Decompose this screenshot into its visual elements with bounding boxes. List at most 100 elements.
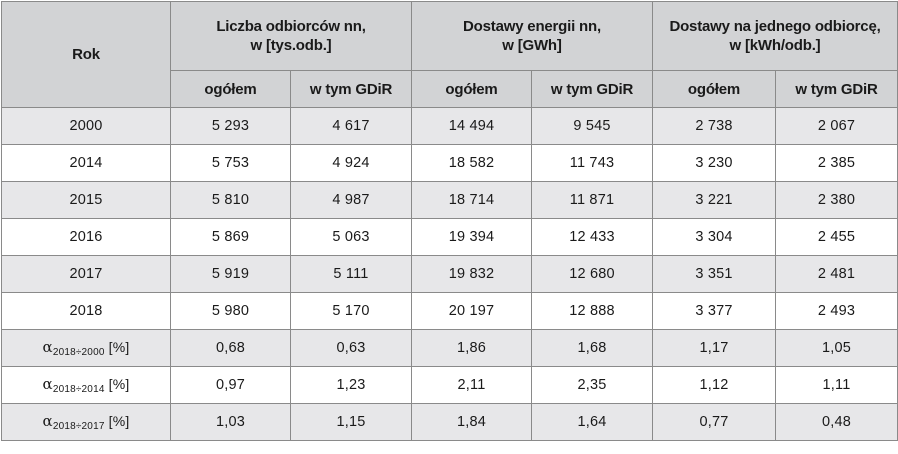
alpha-subscript: 2018÷2017 (52, 421, 105, 432)
value-cell: 2 738 (652, 107, 776, 145)
value-cell: 20 197 (411, 292, 532, 330)
alpha-subscript: 2018÷2014 (52, 384, 105, 395)
value-cell: 5 869 (170, 218, 291, 256)
value-cell: 0,68 (170, 329, 291, 367)
year-cell: 2015 (1, 181, 171, 219)
year-cell: 2018 (1, 292, 171, 330)
value-cell: 1,86 (411, 329, 532, 367)
alpha-label-cell: α2018÷2014 [%] (1, 366, 171, 404)
subheader-cell: w tym GDiR (290, 70, 412, 108)
value-cell: 2 455 (774, 218, 898, 256)
value-cell: 5 810 (170, 181, 291, 219)
value-cell: 11 743 (531, 144, 653, 182)
table-row: 2000 5 293 4 617 14 494 9 545 2 738 2 06… (1, 107, 898, 145)
value-cell: 14 494 (411, 107, 532, 145)
alpha-symbol: α (42, 338, 53, 356)
subheader-cell: ogółem (411, 70, 532, 108)
alpha-symbol: α (42, 412, 53, 430)
value-cell: 19 394 (411, 218, 532, 256)
value-cell: 12 433 (531, 218, 653, 256)
table-row: 2015 5 810 4 987 18 714 11 871 3 221 2 3… (1, 181, 898, 219)
value-cell: 1,11 (774, 366, 898, 404)
value-cell: 5 980 (170, 292, 291, 330)
value-cell: 1,17 (652, 329, 776, 367)
header-group-odbiorcy: Liczba odbiorców nn, w [tys.odb.] (170, 1, 412, 71)
value-cell: 18 714 (411, 181, 532, 219)
value-cell: 1,84 (411, 403, 532, 441)
value-cell: 0,63 (290, 329, 412, 367)
table-row-alpha: α2018÷2017 [%] 1,03 1,15 1,84 1,64 0,77 … (1, 403, 898, 441)
value-cell: 3 230 (652, 144, 776, 182)
header-group-na-odbiorce: Dostawy na jednego odbiorcę, w [kWh/odb.… (651, 1, 898, 71)
year-cell: 2016 (1, 218, 171, 256)
value-cell: 5 111 (290, 255, 412, 293)
table-row: 2016 5 869 5 063 19 394 12 433 3 304 2 4… (1, 218, 898, 256)
value-cell: 0,97 (170, 366, 291, 404)
alpha-unit: [%] (104, 413, 130, 429)
value-cell: 3 377 (652, 292, 776, 330)
value-cell: 0,48 (774, 403, 898, 441)
header-row-subcols: ogółem w tym GDiR ogółem w tym GDiR ogół… (2, 70, 898, 108)
value-cell: 4 924 (290, 144, 412, 182)
header-row-groups: Rok Liczba odbiorców nn, w [tys.odb.] Do… (1, 1, 898, 108)
value-cell: 19 832 (411, 255, 532, 293)
value-cell: 2,11 (411, 366, 532, 404)
header-rok: Rok (1, 1, 171, 108)
data-table: Rok Liczba odbiorców nn, w [tys.odb.] Do… (1, 1, 898, 441)
value-cell: 12 888 (531, 292, 653, 330)
value-cell: 2 385 (774, 144, 898, 182)
value-cell: 2 481 (774, 255, 898, 293)
value-cell: 3 351 (652, 255, 776, 293)
header-group-dostawy-line1: Dostawy energii nn, (463, 18, 601, 35)
header-group-na-odbiorce-line1: Dostawy na jednego odbiorcę, (669, 18, 881, 35)
value-cell: 18 582 (411, 144, 532, 182)
alpha-unit: [%] (104, 339, 130, 355)
header-group-odbiorcy-line1: Liczba odbiorców nn, (216, 18, 366, 35)
value-cell: 4 617 (290, 107, 412, 145)
value-cell: 1,05 (774, 329, 898, 367)
value-cell: 4 987 (290, 181, 412, 219)
subheader-cell: w tym GDiR (531, 70, 653, 108)
value-cell: 2 493 (774, 292, 898, 330)
alpha-subscript: 2018÷2000 (52, 347, 105, 358)
table-row-alpha: α2018÷2000 [%] 0,68 0,63 1,86 1,68 1,17 … (1, 329, 898, 367)
value-cell: 1,68 (531, 329, 653, 367)
table-row-alpha: α2018÷2014 [%] 0,97 1,23 2,11 2,35 1,12 … (1, 366, 898, 404)
table-row: 2017 5 919 5 111 19 832 12 680 3 351 2 4… (1, 255, 898, 293)
value-cell: 0,77 (652, 403, 776, 441)
value-cell: 1,64 (531, 403, 653, 441)
value-cell: 3 221 (652, 181, 776, 219)
value-cell: 5 919 (170, 255, 291, 293)
value-cell: 12 680 (531, 255, 653, 293)
year-cell: 2014 (1, 144, 171, 182)
alpha-label-cell: α2018÷2000 [%] (1, 329, 171, 367)
value-cell: 5 170 (290, 292, 412, 330)
table-row: 2018 5 980 5 170 20 197 12 888 3 377 2 4… (1, 292, 898, 330)
subheader-cell: ogółem (170, 70, 291, 108)
value-cell: 2,35 (531, 366, 653, 404)
value-cell: 3 304 (652, 218, 776, 256)
value-cell: 1,03 (170, 403, 291, 441)
value-cell: 5 063 (290, 218, 412, 256)
value-cell: 11 871 (531, 181, 653, 219)
year-cell: 2017 (1, 255, 171, 293)
alpha-label-cell: α2018÷2017 [%] (1, 403, 171, 441)
header-group-na-odbiorce-line2: w [kWh/odb.] (729, 37, 821, 54)
year-cell: 2000 (1, 107, 171, 145)
value-cell: 1,23 (290, 366, 412, 404)
header-group-dostawy-line2: w [GWh] (502, 37, 562, 54)
alpha-symbol: α (42, 375, 53, 393)
header-group-dostawy: Dostawy energii nn, w [GWh] (411, 1, 653, 71)
value-cell: 5 293 (170, 107, 291, 145)
value-cell: 1,15 (290, 403, 412, 441)
subheader-cell: w tym GDiR (774, 70, 898, 108)
value-cell: 2 067 (774, 107, 898, 145)
header-group-odbiorcy-line2: w [tys.odb.] (250, 37, 332, 54)
alpha-unit: [%] (104, 376, 130, 392)
table-row: 2014 5 753 4 924 18 582 11 743 3 230 2 3… (1, 144, 898, 182)
value-cell: 2 380 (774, 181, 898, 219)
subheader-cell: ogółem (652, 70, 776, 108)
value-cell: 9 545 (531, 107, 653, 145)
value-cell: 1,12 (652, 366, 776, 404)
value-cell: 5 753 (170, 144, 291, 182)
